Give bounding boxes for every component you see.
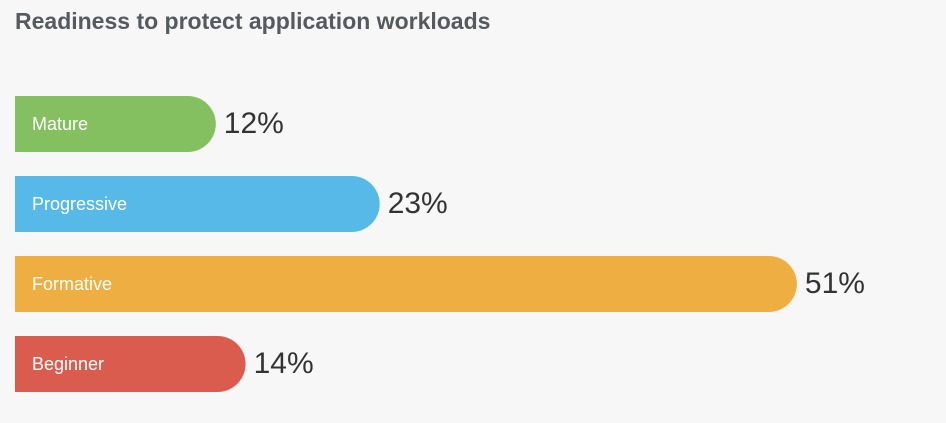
value-label: 51% <box>805 267 865 300</box>
value-label: 12% <box>224 107 284 140</box>
bar <box>15 96 216 152</box>
category-label: Mature <box>32 114 88 134</box>
value-label: 14% <box>254 347 314 380</box>
bar <box>15 256 797 312</box>
chart-title: Readiness to protect application workloa… <box>15 8 490 34</box>
bar <box>15 176 380 232</box>
bar <box>15 336 246 392</box>
category-label: Formative <box>32 274 112 294</box>
category-label: Beginner <box>32 354 104 374</box>
category-label: Progressive <box>32 194 127 214</box>
value-label: 23% <box>388 187 448 220</box>
